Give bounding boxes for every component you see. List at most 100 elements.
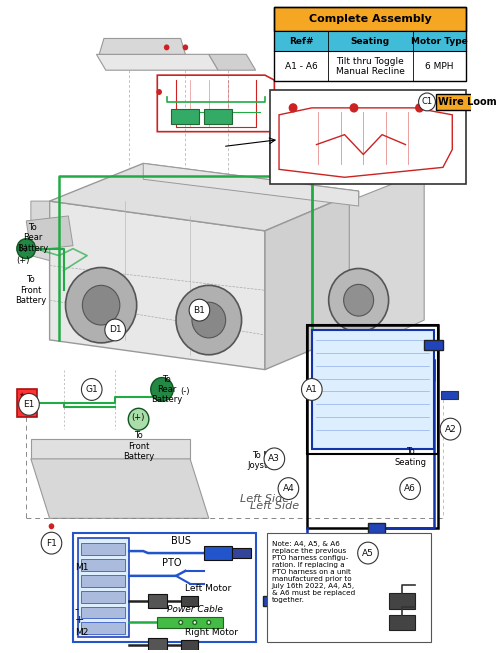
- Text: BUS: BUS: [170, 536, 190, 546]
- Text: Seating: Seating: [351, 37, 390, 46]
- Text: M2: M2: [75, 628, 88, 637]
- Text: +: +: [75, 616, 85, 626]
- Text: A6: A6: [404, 484, 416, 493]
- Circle shape: [328, 268, 388, 332]
- Polygon shape: [31, 459, 209, 518]
- Circle shape: [418, 93, 436, 111]
- Text: B1: B1: [194, 306, 205, 315]
- Circle shape: [156, 89, 162, 95]
- Text: M1: M1: [75, 564, 88, 573]
- Text: -: -: [75, 605, 79, 614]
- Text: (-): (-): [18, 244, 28, 253]
- Circle shape: [48, 523, 54, 530]
- Text: To
Front
Battery: To Front Battery: [123, 431, 154, 461]
- Polygon shape: [96, 54, 218, 71]
- Circle shape: [41, 532, 62, 554]
- Bar: [82, 543, 126, 555]
- Text: C1: C1: [422, 97, 432, 106]
- Bar: [204, 546, 232, 560]
- Text: Wire Loom: Wire Loom: [438, 97, 496, 107]
- Text: (+): (+): [132, 413, 145, 422]
- Bar: [82, 622, 126, 634]
- Text: 6 MPH: 6 MPH: [425, 62, 454, 71]
- Text: D1: D1: [109, 325, 122, 334]
- Bar: [82, 591, 126, 603]
- Text: Tilt thru Toggle
Manual Recline: Tilt thru Toggle Manual Recline: [336, 57, 405, 76]
- Circle shape: [66, 268, 136, 343]
- Text: A4: A4: [282, 484, 294, 493]
- Polygon shape: [265, 191, 358, 370]
- Bar: [263, 596, 277, 605]
- Polygon shape: [31, 201, 50, 261]
- Bar: [274, 52, 466, 81]
- Bar: [267, 534, 430, 643]
- Text: Left Side: Left Side: [250, 502, 299, 511]
- Bar: [82, 607, 126, 618]
- Polygon shape: [99, 39, 186, 54]
- Circle shape: [189, 299, 210, 321]
- Circle shape: [182, 44, 188, 50]
- Polygon shape: [50, 201, 265, 370]
- Text: A1 - A6: A1 - A6: [285, 62, 318, 71]
- Text: A5: A5: [362, 549, 374, 558]
- Text: Power Cable: Power Cable: [166, 605, 222, 614]
- Circle shape: [264, 448, 284, 470]
- Text: Complete Assembly: Complete Assembly: [309, 14, 432, 24]
- Bar: [17, 389, 38, 417]
- Circle shape: [18, 393, 40, 415]
- Bar: [388, 614, 415, 630]
- Bar: [274, 7, 466, 81]
- Text: Left Motor: Left Motor: [186, 584, 232, 593]
- Text: To
Rear
Battery: To Rear Battery: [151, 375, 182, 404]
- Bar: [148, 594, 167, 607]
- Polygon shape: [143, 163, 358, 206]
- Circle shape: [164, 44, 170, 50]
- Polygon shape: [26, 216, 73, 251]
- Text: To NE
Joystick: To NE Joystick: [247, 451, 279, 470]
- Polygon shape: [31, 439, 190, 459]
- Text: To
Front
Battery: To Front Battery: [15, 276, 46, 305]
- Polygon shape: [209, 54, 256, 71]
- Text: ★: ★: [18, 392, 25, 398]
- Bar: [82, 575, 126, 587]
- Bar: [424, 340, 443, 350]
- Circle shape: [192, 302, 226, 338]
- Polygon shape: [50, 163, 358, 231]
- Circle shape: [440, 418, 460, 440]
- Text: E1: E1: [24, 400, 34, 409]
- Circle shape: [344, 284, 374, 316]
- Circle shape: [105, 319, 126, 341]
- Text: Right Motor: Right Motor: [186, 628, 238, 637]
- Text: F1: F1: [46, 539, 57, 548]
- Circle shape: [17, 239, 36, 259]
- Text: A1: A1: [306, 385, 318, 394]
- Bar: [274, 7, 466, 31]
- Bar: [274, 31, 466, 52]
- Circle shape: [150, 377, 173, 402]
- Circle shape: [179, 620, 182, 624]
- Bar: [307, 325, 438, 454]
- Bar: [73, 534, 256, 643]
- Circle shape: [128, 408, 149, 430]
- Circle shape: [207, 620, 210, 624]
- Bar: [436, 94, 498, 110]
- Text: Ref#: Ref#: [289, 37, 314, 46]
- Circle shape: [176, 285, 242, 355]
- Bar: [312, 330, 434, 449]
- Circle shape: [416, 104, 424, 112]
- Circle shape: [400, 478, 420, 500]
- Bar: [270, 90, 466, 184]
- Circle shape: [290, 104, 297, 112]
- Bar: [78, 538, 129, 637]
- Bar: [368, 523, 385, 534]
- Polygon shape: [350, 171, 424, 355]
- Circle shape: [82, 379, 102, 400]
- Bar: [82, 559, 126, 571]
- Bar: [232, 548, 251, 558]
- Bar: [441, 391, 458, 400]
- Circle shape: [278, 478, 298, 500]
- Text: To
Rear
Battery: To Rear Battery: [17, 223, 48, 253]
- Text: Left Side: Left Side: [240, 494, 290, 503]
- Text: Note: A4, A5, & A6
replace the previous
PTO harness configu-
ration. If replacin: Note: A4, A5, & A6 replace the previous …: [272, 541, 355, 603]
- Circle shape: [350, 104, 358, 112]
